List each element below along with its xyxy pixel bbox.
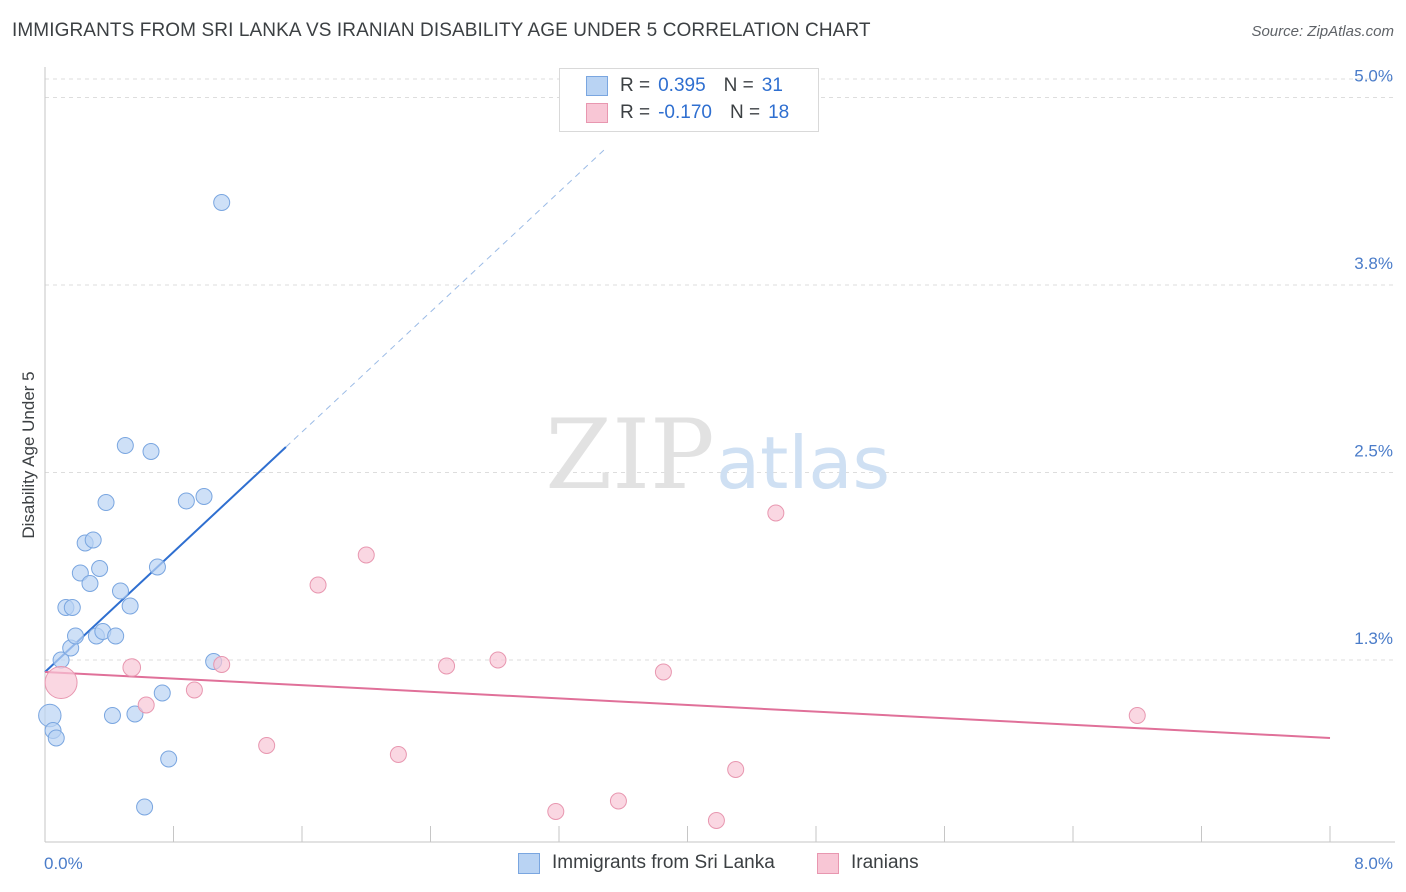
legend-swatch-pink bbox=[586, 103, 608, 123]
data-point-sri-lanka bbox=[177, 492, 195, 510]
data-point-iranians bbox=[258, 737, 276, 754]
data-point-sri-lanka bbox=[126, 705, 144, 723]
axes bbox=[44, 67, 1395, 843]
trend-line-sri-lanka bbox=[44, 446, 287, 673]
data-point-iranians bbox=[767, 504, 785, 522]
watermark-atlas: atlas bbox=[716, 421, 890, 505]
data-point-iranians bbox=[489, 651, 507, 669]
data-point-sri-lanka bbox=[148, 558, 166, 576]
data-point-iranians bbox=[185, 681, 203, 699]
legend-r-label: R = bbox=[620, 102, 651, 123]
data-point-iranians bbox=[438, 657, 456, 675]
data-point-iranians bbox=[122, 658, 142, 677]
data-point-iranians bbox=[547, 803, 565, 820]
x-tick-label: 0.0% bbox=[44, 854, 83, 873]
data-point-sri-lanka bbox=[63, 599, 81, 616]
data-point-sri-lanka bbox=[153, 684, 171, 702]
data-point-iranians bbox=[1128, 707, 1146, 724]
data-points bbox=[38, 194, 1146, 829]
legend-n-value: 31 bbox=[761, 75, 783, 96]
legend-label-iranians: Iranians bbox=[851, 852, 919, 873]
data-point-iranians bbox=[654, 663, 672, 681]
correlation-legend: R = 0.395 N = 31 R = -0.170 N = 18 bbox=[559, 68, 819, 132]
watermark: ZIP atlas bbox=[545, 399, 890, 511]
grid-lines bbox=[45, 78, 1395, 661]
chart-title: IMMIGRANTS FROM SRI LANKA VS IRANIAN DIS… bbox=[12, 20, 871, 41]
axis-labels: 1.3% 2.5% 3.8% 5.0% 0.0% 8.0% Disability Age U… bbox=[19, 67, 1393, 874]
legend-swatch-pink bbox=[817, 852, 839, 874]
legend-swatch-blue bbox=[518, 852, 540, 874]
data-point-sri-lanka bbox=[195, 488, 213, 505]
data-point-sri-lanka bbox=[84, 531, 102, 549]
data-point-sri-lanka bbox=[160, 750, 178, 768]
legend-row-sri-lanka: R = 0.395 N = 31 bbox=[586, 74, 783, 98]
data-point-sri-lanka bbox=[97, 494, 115, 511]
watermark-zip: ZIP bbox=[545, 399, 714, 511]
data-point-iranians bbox=[309, 576, 327, 594]
data-point-sri-lanka bbox=[47, 729, 65, 747]
source-label: Source: ZipAtlas.com bbox=[1251, 23, 1394, 40]
data-point-iranians bbox=[707, 812, 725, 829]
legend-item-iranians[interactable]: Iranians bbox=[817, 852, 919, 874]
data-point-sri-lanka bbox=[107, 627, 125, 645]
legend-r-label: R = bbox=[620, 75, 651, 96]
data-point-sri-lanka bbox=[91, 560, 109, 577]
legend-r-value: -0.170 bbox=[658, 102, 712, 123]
series-legend: Immigrants from Sri Lanka Iranians bbox=[0, 852, 1406, 878]
legend-n-value: 18 bbox=[768, 102, 790, 123]
data-point-sri-lanka bbox=[213, 194, 231, 211]
data-point-sri-lanka bbox=[136, 798, 154, 816]
data-point-iranians bbox=[389, 746, 407, 763]
legend-row-iranians: R = -0.170 N = 18 bbox=[586, 101, 789, 125]
legend-n-label: N = bbox=[729, 102, 761, 123]
y-tick-label: 5.0% bbox=[1354, 67, 1393, 86]
y-tick-label: 2.5% bbox=[1354, 442, 1393, 461]
data-point-iranians bbox=[609, 792, 627, 810]
y-axis-label: Disability Age Under 5 bbox=[19, 371, 38, 538]
legend-item-sri-lanka[interactable]: Immigrants from Sri Lanka bbox=[518, 852, 775, 874]
data-point-sri-lanka bbox=[121, 597, 139, 615]
legend-r-value: 0.395 bbox=[658, 75, 706, 96]
trend-line-iranians bbox=[44, 671, 1331, 739]
trend-lines bbox=[44, 146, 1331, 739]
data-point-iranians bbox=[213, 656, 231, 673]
data-point-iranians bbox=[727, 761, 745, 778]
data-point-iranians bbox=[44, 666, 78, 699]
data-point-sri-lanka bbox=[67, 627, 85, 645]
data-point-sri-lanka bbox=[103, 707, 121, 724]
data-point-sri-lanka bbox=[142, 443, 160, 460]
data-point-iranians bbox=[357, 546, 375, 564]
x-tick-label: 8.0% bbox=[1354, 854, 1393, 873]
data-point-sri-lanka bbox=[71, 564, 89, 582]
legend-n-label: N = bbox=[723, 75, 754, 96]
data-point-sri-lanka bbox=[116, 437, 134, 454]
data-point-sri-lanka bbox=[111, 582, 129, 600]
legend-label-sri-lanka: Immigrants from Sri Lanka bbox=[552, 852, 775, 873]
data-point-iranians bbox=[137, 696, 155, 714]
y-tick-label: 3.8% bbox=[1354, 254, 1393, 273]
legend-swatch-blue bbox=[586, 76, 608, 96]
trend-line-sri-lanka-extension bbox=[285, 146, 608, 448]
y-tick-label: 1.3% bbox=[1354, 629, 1393, 648]
data-point-sri-lanka bbox=[81, 575, 99, 592]
